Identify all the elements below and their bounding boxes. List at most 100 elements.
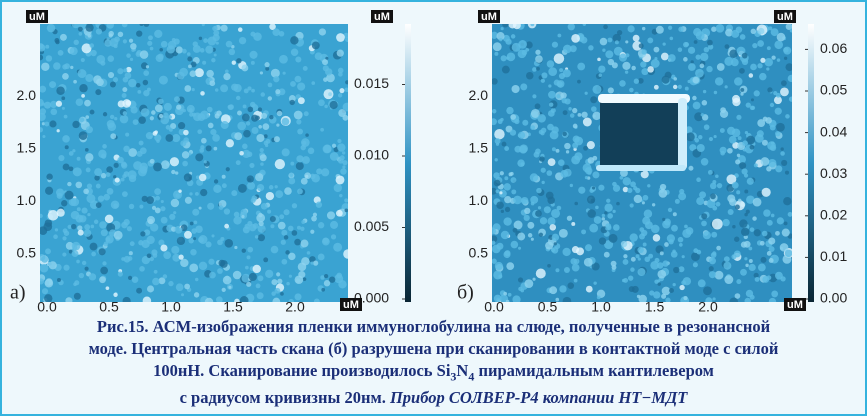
texture-grain	[547, 60, 555, 68]
texture-grain	[662, 76, 670, 84]
texture-grain	[122, 99, 131, 108]
texture-grain	[735, 159, 740, 164]
texture-grain	[130, 43, 136, 49]
texture-grain	[99, 276, 106, 283]
texture-grain	[139, 205, 143, 209]
texture-grain	[586, 286, 593, 293]
texture-grain	[45, 187, 53, 195]
texture-grain	[81, 94, 85, 98]
texture-grain	[654, 47, 660, 53]
texture-grain	[594, 216, 602, 224]
texture-grain	[503, 251, 510, 258]
texture-grain	[187, 57, 192, 62]
texture-grain	[609, 234, 618, 243]
texture-grain	[322, 59, 328, 65]
texture-grain	[129, 251, 133, 255]
texture-grain	[222, 288, 226, 292]
texture-grain	[292, 230, 298, 236]
texture-grain	[591, 106, 597, 112]
texture-grain	[96, 184, 101, 189]
texture-grain	[190, 249, 196, 255]
texture-grain	[783, 47, 791, 55]
texture-grain	[767, 275, 772, 280]
texture-grain	[265, 270, 273, 278]
texture-grain	[91, 252, 96, 257]
texture-grain	[283, 209, 289, 215]
texture-grain	[103, 194, 110, 201]
texture-grain	[709, 266, 714, 271]
texture-grain	[725, 44, 730, 49]
texture-grain	[279, 55, 288, 64]
texture-grain	[749, 73, 753, 77]
texture-grain	[727, 127, 735, 135]
texture-grain	[696, 197, 704, 205]
texture-grain	[771, 28, 779, 36]
colorbar-tick-label: 0.03	[820, 165, 847, 181]
texture-grain	[49, 120, 56, 127]
texture-grain	[85, 153, 93, 161]
texture-grain	[558, 159, 565, 166]
texture-grain	[121, 162, 127, 168]
texture-grain	[320, 128, 324, 132]
panel-label: б)	[457, 282, 474, 304]
texture-grain	[337, 50, 344, 57]
texture-grain	[204, 160, 207, 163]
texture-grain	[557, 81, 563, 87]
texture-grain	[555, 268, 559, 272]
texture-grain	[585, 244, 592, 251]
texture-grain	[568, 23, 575, 30]
texture-grain	[572, 264, 580, 272]
texture-grain	[345, 209, 349, 213]
texture-grain	[261, 92, 266, 97]
texture-grain	[631, 257, 636, 262]
texture-grain	[99, 248, 106, 255]
texture-grain	[720, 147, 727, 154]
texture-grain	[692, 96, 696, 100]
texture-grain	[107, 188, 114, 195]
texture-grain	[87, 213, 90, 216]
texture-grain	[732, 225, 735, 228]
texture-grain	[771, 291, 778, 298]
texture-grain	[130, 241, 135, 246]
texture-grain	[501, 210, 504, 213]
texture-grain	[632, 286, 639, 293]
texture-grain	[548, 84, 551, 87]
texture-grain	[511, 241, 519, 249]
texture-grain	[770, 103, 774, 107]
texture-grain	[727, 194, 735, 202]
texture-grain	[47, 24, 55, 32]
texture-grain	[200, 145, 204, 149]
texture-grain	[281, 259, 287, 265]
texture-grain	[745, 131, 748, 134]
texture-grain	[79, 131, 88, 140]
texture-grain	[744, 241, 751, 248]
texture-grain	[323, 65, 329, 71]
texture-grain	[147, 216, 155, 224]
texture-grain	[696, 250, 701, 255]
texture-grain	[623, 254, 627, 258]
texture-grain	[712, 219, 723, 230]
texture-grain	[564, 267, 570, 273]
texture-grain	[124, 171, 130, 177]
texture-grain	[336, 273, 342, 279]
texture-grain	[639, 227, 644, 232]
texture-grain	[224, 208, 230, 214]
texture-grain	[288, 177, 295, 184]
texture-grain	[736, 190, 740, 194]
texture-grain	[199, 37, 202, 40]
texture-grain	[716, 202, 721, 207]
texture-grain	[763, 209, 770, 216]
texture-grain	[785, 63, 793, 71]
texture-grain	[297, 189, 303, 195]
texture-grain	[222, 183, 227, 188]
texture-grain	[206, 145, 212, 151]
texture-grain	[602, 214, 605, 217]
texture-grain	[644, 256, 650, 262]
texture-grain	[673, 267, 679, 273]
texture-grain	[272, 28, 280, 36]
texture-grain	[255, 115, 260, 120]
texture-grain	[584, 258, 593, 267]
texture-grain	[668, 26, 672, 30]
texture-grain	[711, 232, 717, 238]
texture-grain	[39, 86, 46, 93]
